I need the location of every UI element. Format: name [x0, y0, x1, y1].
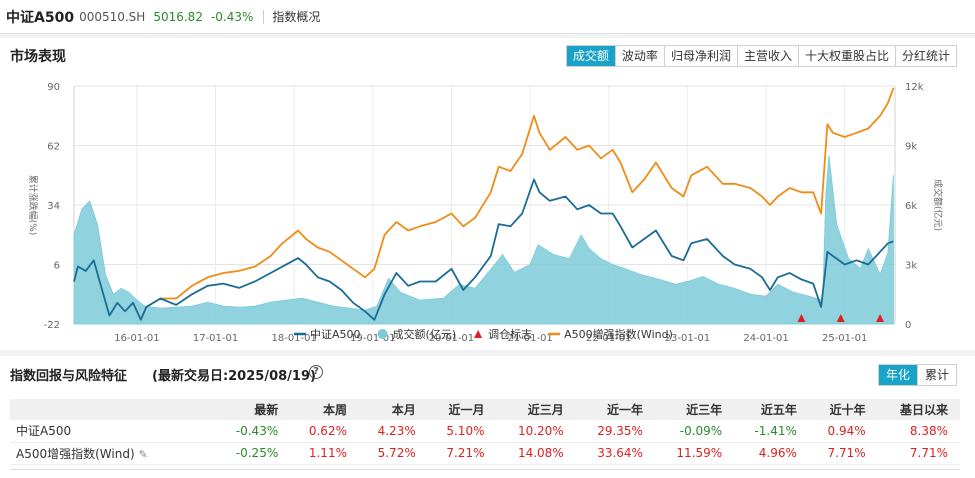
return-cell: 33.64%: [575, 442, 655, 465]
x-tick-label: 20-01-01: [429, 333, 474, 344]
returns-table: 最新 本周 本月 近一月 近三月 近一年 近三年 近五年 近十年 基日以来 中证…: [10, 399, 960, 465]
market-chart: 90 12k 62 9k 34 6k 6 3k -22 0 16-01-01 17-01-01 18-0…: [27, 82, 944, 344]
legend-label: 调仓标志: [488, 327, 532, 341]
column-header: 本周: [290, 399, 359, 420]
tab-top10-weight[interactable]: 十大权重股占比: [798, 46, 896, 66]
column-header: 本月: [358, 399, 428, 420]
legend-swatch-dot: [377, 329, 388, 339]
header-bar: 中证A500 000510.SH 5016.82 -0.43% 指数概况: [0, 0, 975, 34]
return-cell: 1.11%: [290, 442, 359, 465]
y-tick-left: 90: [47, 82, 60, 93]
return-cell: -0.25%: [215, 442, 291, 465]
y-tick-right: 3k: [905, 261, 917, 272]
table-header-row: 最新 本周 本月 近一月 近三月 近一年 近三年 近五年 近十年 基日以来: [10, 399, 960, 420]
tab-volatility[interactable]: 波动率: [615, 46, 665, 66]
pencil-icon[interactable]: ✎: [138, 447, 148, 461]
index-price: 5016.82: [153, 9, 203, 24]
tab-net-profit[interactable]: 归母净利润: [664, 46, 738, 66]
x-tick-label: 19-01-01: [350, 333, 395, 344]
legend-label: 中证A500: [310, 328, 361, 341]
legend-label: 成交额(亿元): [393, 327, 457, 341]
table-row: 中证A500 -0.43% 0.62% 4.23% 5.10% 10.20% 2…: [10, 420, 960, 443]
return-mode-toggle: 年化 累计: [877, 364, 957, 386]
market-title: 市场表现: [10, 49, 66, 65]
return-cell: 0.94%: [808, 420, 878, 443]
rebalance-marker: [836, 314, 845, 322]
return-cell: 5.72%: [358, 442, 428, 465]
return-cell: 4.23%: [358, 420, 428, 443]
return-cell: 14.08%: [496, 442, 576, 465]
return-cell: 7.71%: [808, 442, 878, 465]
tab-volume[interactable]: 成交额: [566, 46, 616, 66]
x-tick-label: 25-01-01: [822, 333, 867, 344]
x-tick-label: 17-01-01: [193, 333, 238, 344]
series-volume-area: [73, 155, 894, 325]
column-header: 近一月: [427, 399, 497, 420]
index-name: 中证A500: [6, 9, 75, 26]
return-cell: 8.38%: [877, 420, 960, 443]
rebalance-marker: [876, 314, 885, 322]
question-circle-icon[interactable]: ?: [309, 365, 323, 379]
header-divider: [263, 9, 265, 24]
y-tick-left: -22: [44, 320, 60, 331]
x-tick-label: 22-01-01: [586, 333, 631, 344]
return-cell: -0.43%: [215, 420, 291, 443]
tab-revenue[interactable]: 主营收入: [737, 46, 799, 66]
y-tick-left: 34: [47, 201, 60, 212]
y-tick-left: 62: [47, 142, 60, 153]
row-label: 中证A500: [10, 420, 216, 443]
column-header: 近三年: [654, 399, 735, 420]
index-change: -0.43%: [210, 9, 254, 24]
y-tick-right: 9k: [905, 142, 917, 153]
column-header: 最新: [215, 399, 291, 420]
x-tick-label: 23-01-01: [665, 333, 710, 344]
y-tick-right: 12k: [905, 82, 924, 93]
return-cell: 7.21%: [427, 442, 497, 465]
return-cell: 29.35%: [575, 420, 655, 443]
tab-dividend[interactable]: 分红统计: [895, 46, 956, 66]
legend-swatch-triangle: [474, 330, 483, 338]
x-tick-label: 24-01-01: [743, 333, 788, 344]
row-label: A500增强指数(Wind) ✎: [10, 442, 216, 465]
return-cell: 11.59%: [654, 442, 735, 465]
return-cell: -1.41%: [734, 420, 809, 443]
return-cell: -0.09%: [654, 420, 735, 443]
market-panel: 市场表现 成交额 波动率 归母净利润 主营收入 十大权重股占比 分红统计 90 1…: [0, 38, 975, 350]
return-cell: 10.20%: [496, 420, 576, 443]
rebalance-marker: [797, 314, 806, 322]
table-row: A500增强指数(Wind) ✎ -0.25% 1.11% 5.72% 7.21%…: [10, 442, 960, 465]
column-header: [10, 399, 216, 420]
legend-label: A500增强指数(Wind): [564, 327, 673, 341]
series-a500-enhanced-line: [139, 87, 895, 321]
x-tick-label: 18-01-01: [271, 333, 316, 344]
column-header: 近一年: [575, 399, 655, 420]
market-tabs: 成交额 波动率 归母净利润 主营收入 十大权重股占比 分红统计: [565, 45, 957, 67]
toggle-annualized[interactable]: 年化: [878, 365, 918, 385]
returns-date: (最新交易日:2025/08/19): [152, 369, 316, 384]
y-tick-right: 6k: [905, 201, 917, 212]
return-cell: 5.10%: [427, 420, 497, 443]
toggle-cumulative[interactable]: 累计: [917, 365, 956, 385]
column-header: 基日以来: [877, 399, 960, 420]
returns-panel: 指数回报与风险特征 (最新交易日:2025/08/19) ? 年化 累计 最新 …: [0, 356, 975, 478]
y-axis-title-left: 累计涨跌幅(%): [27, 175, 39, 236]
series-csi-a500-line: [73, 178, 894, 321]
column-header: 近三月: [496, 399, 576, 420]
return-cell: 4.96%: [734, 442, 809, 465]
return-cell: 0.62%: [290, 420, 359, 443]
x-tick-label: 21-01-01: [507, 333, 552, 344]
column-header: 近十年: [808, 399, 878, 420]
return-cell: 7.71%: [877, 442, 960, 465]
y-axis-title-right: 成交额(亿元): [932, 179, 944, 231]
overview-link[interactable]: 指数概况: [272, 10, 321, 24]
y-tick-right: 0: [905, 320, 911, 331]
returns-title: 指数回报与风险特征: [10, 369, 128, 384]
x-tick-label: 16-01-01: [114, 333, 159, 344]
index-code: 000510.SH: [79, 9, 146, 24]
column-header: 近五年: [734, 399, 809, 420]
row-label-text: A500增强指数(Wind): [16, 446, 135, 461]
table-bottom-divider: [10, 469, 960, 470]
y-tick-left: 6: [54, 261, 60, 272]
